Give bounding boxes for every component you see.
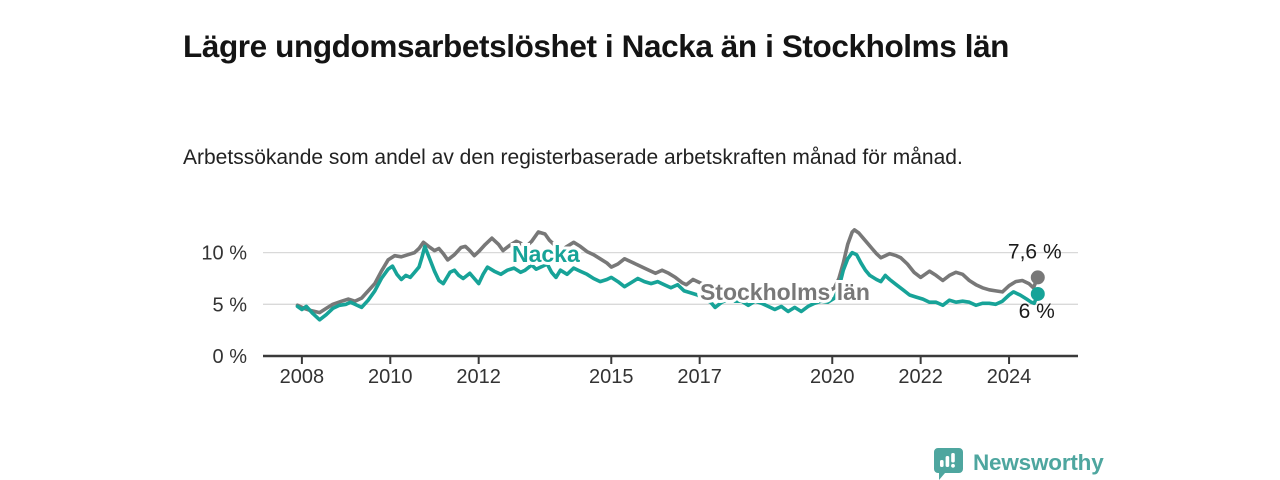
y-tick-label: 10 % <box>201 243 247 265</box>
y-tick-label: 5 % <box>213 294 248 316</box>
newsworthy-branding: Newsworthy <box>933 446 1104 480</box>
page-title: Lägre ungdomsarbetslöshet i Nacka än i S… <box>183 28 1010 65</box>
end-point-dot <box>1030 286 1045 301</box>
x-tick-label: 2010 <box>368 366 413 388</box>
logo-bar-2 <box>945 455 950 467</box>
line-chart-svg: 2008 2010 2012 2015 2017 2020 2022 2024 0 % 5 % 10… <box>201 228 1078 388</box>
x-tick-label: 2012 <box>456 366 501 388</box>
y-tick-label: 0 % <box>213 346 248 368</box>
x-tick-label: 2022 <box>898 366 943 388</box>
nacka-line <box>295 244 1040 322</box>
end-point-dot <box>1030 270 1045 285</box>
line-chart: 2008 2010 2012 2015 2017 2020 2022 2024 0 % 5 % 10… <box>180 215 1100 405</box>
x-tick-label: 2017 <box>677 366 722 388</box>
newsworthy-logo-text: Newsworthy <box>973 450 1104 475</box>
logo-exclamation-bar <box>951 452 955 462</box>
series-label: Stockholms län <box>700 279 870 305</box>
x-tick-label: 2008 <box>280 366 325 388</box>
chart-subtitle: Arbetssökande som andel av den registerb… <box>183 146 963 169</box>
series-label: Nacka <box>512 241 580 267</box>
x-tick-label: 2020 <box>810 366 855 388</box>
logo-exclamation-dot <box>951 463 955 468</box>
end-value-label: 7,6 % <box>1008 240 1062 263</box>
stockholms-lan-line <box>295 228 1040 315</box>
logo-bar-1 <box>940 459 944 467</box>
newsworthy-logo-icon <box>934 447 963 480</box>
end-value-label: 6 % <box>1019 300 1055 323</box>
x-tick-label: 2024 <box>987 366 1031 388</box>
x-tick-label: 2015 <box>589 366 634 388</box>
